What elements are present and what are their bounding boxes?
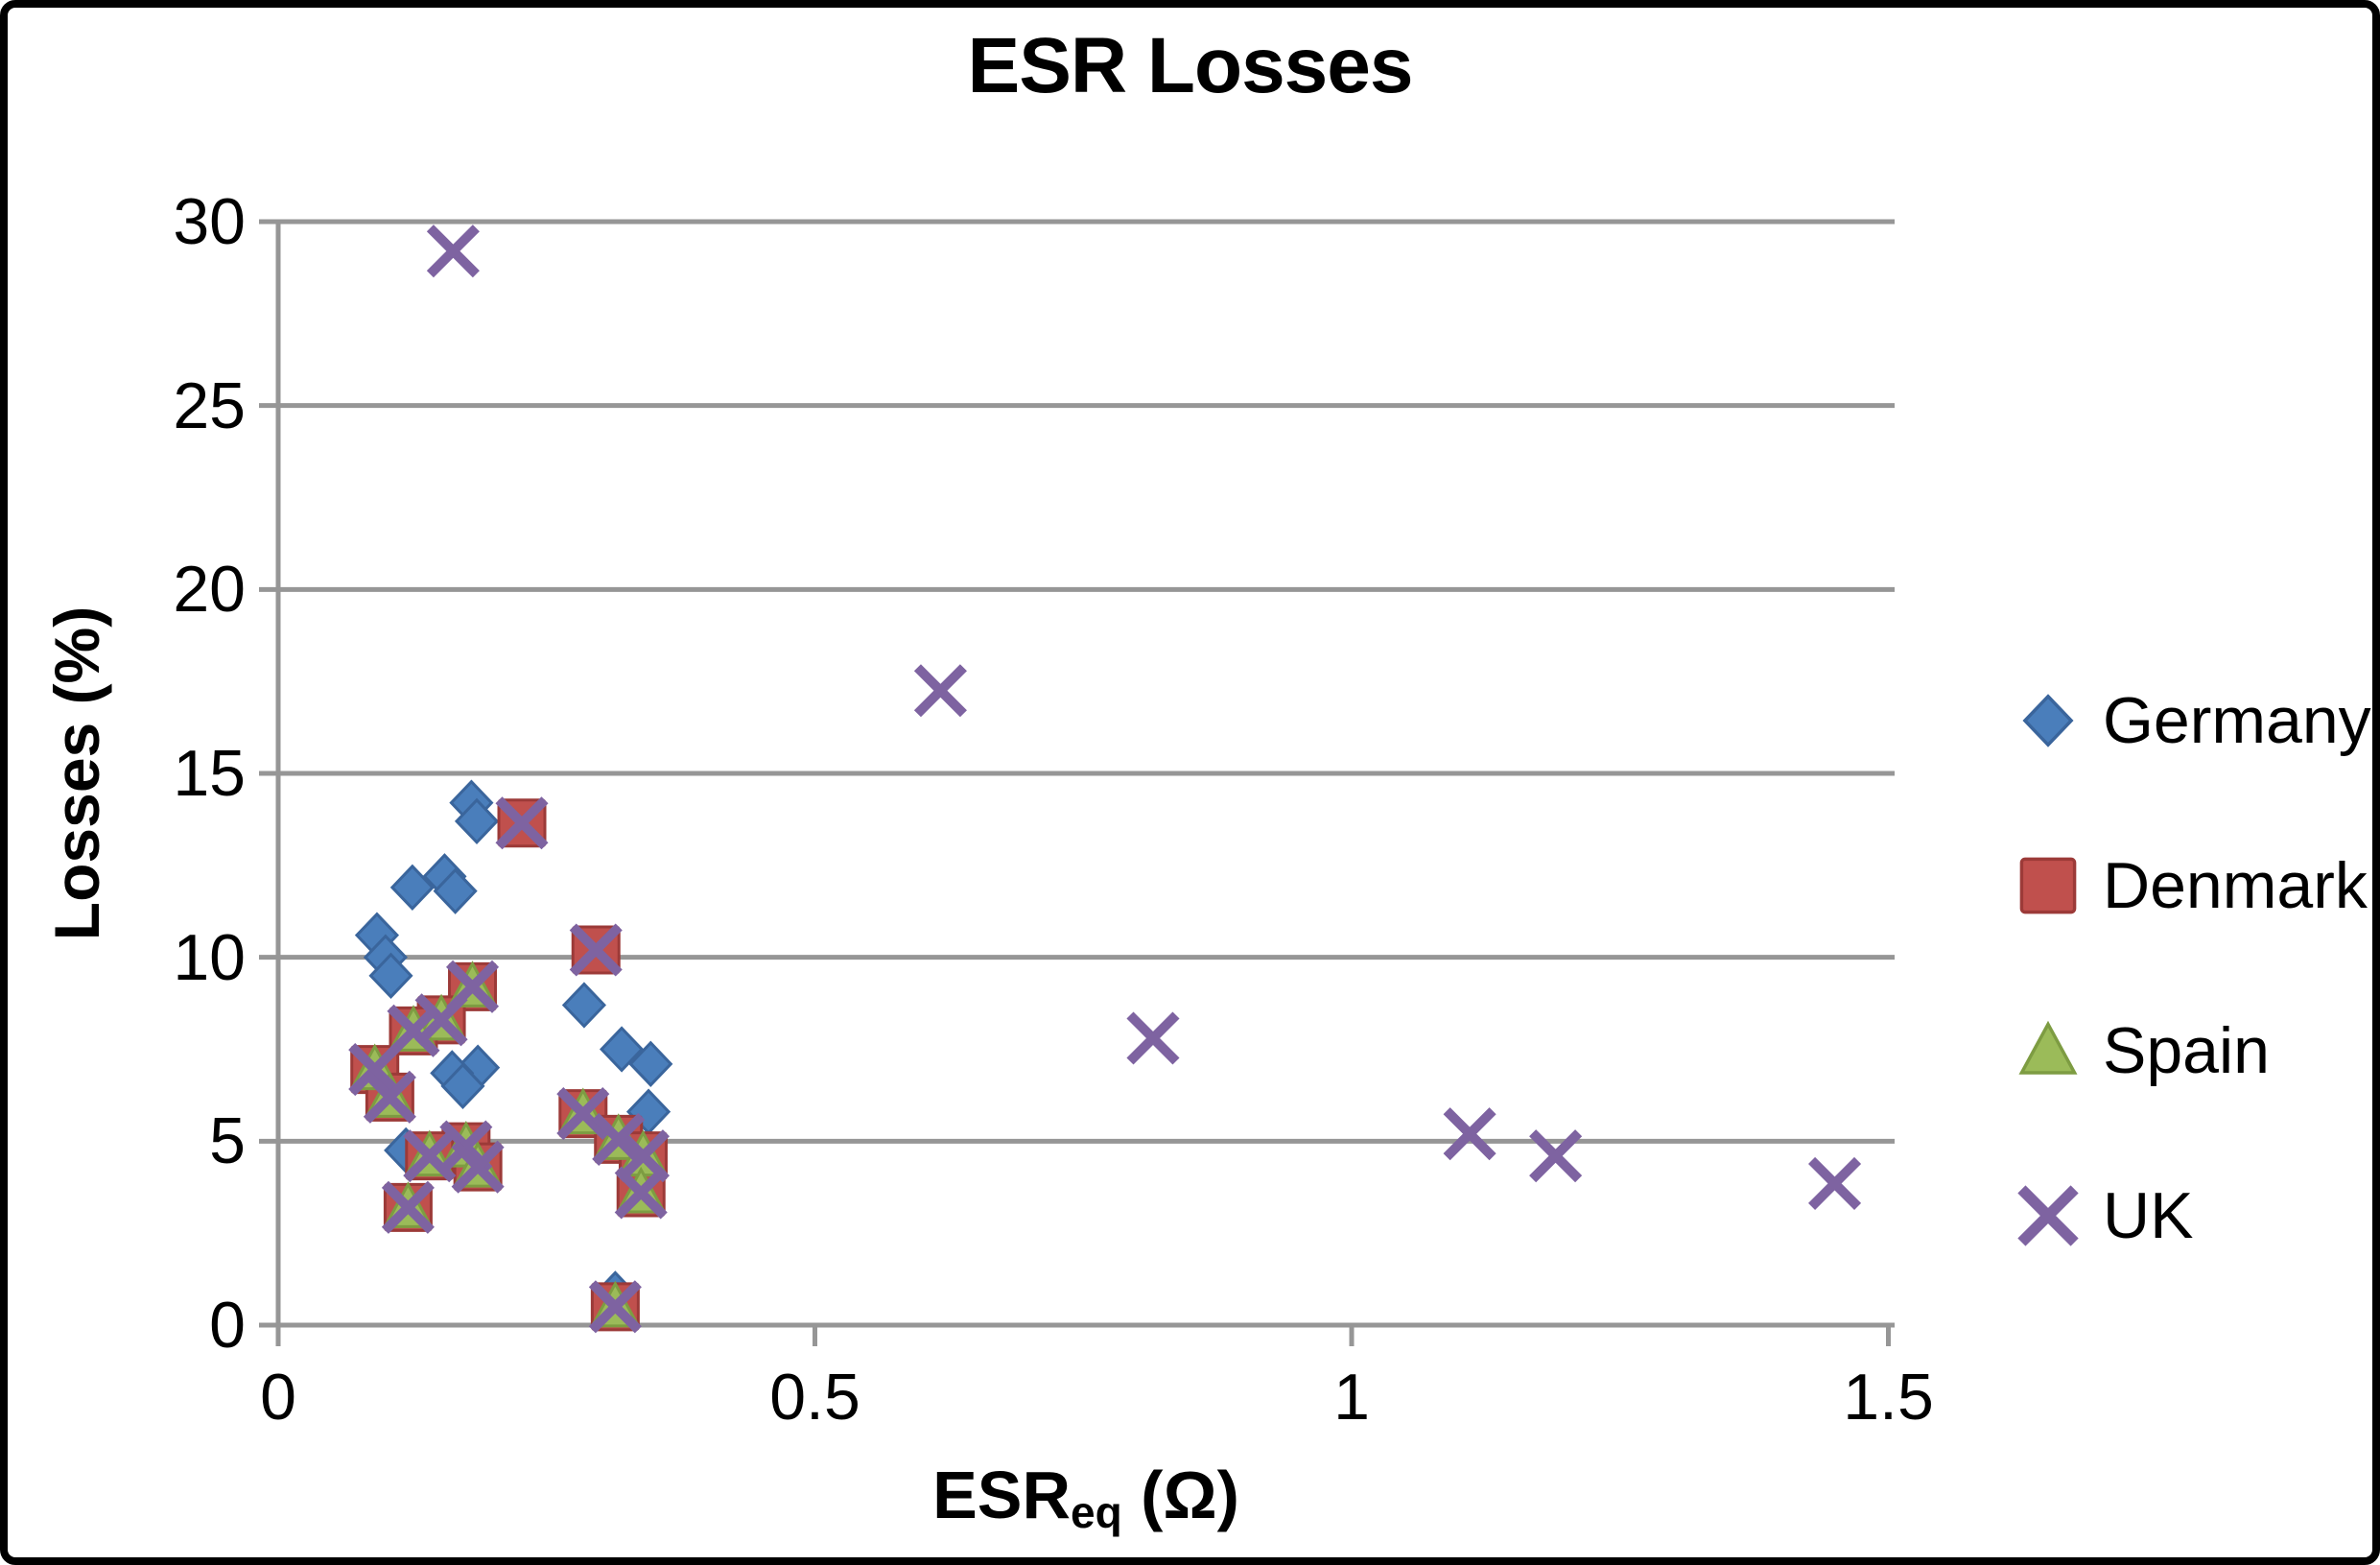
x-axis-label: ESReq (Ω) — [606, 1452, 1566, 1538]
data-point-marker — [1808, 1156, 1862, 1210]
data-point-marker — [387, 1004, 440, 1057]
gridlines — [259, 219, 1895, 1346]
data-point-marker — [2018, 1020, 2078, 1075]
data-point-marker — [2017, 1185, 2079, 1246]
data-point-marker — [433, 867, 478, 914]
x-tick-label: 1.5 — [1843, 1361, 1934, 1434]
x-tick-label: 0 — [260, 1361, 296, 1434]
y-tick-label: 25 — [173, 368, 246, 442]
legend-item-denmark: Denmark — [2015, 844, 2371, 927]
legend-label: UK — [2103, 1179, 2194, 1252]
chart-title: ESR Losses — [967, 22, 1414, 109]
triangle-legend-marker-icon — [2018, 1020, 2078, 1075]
legend-label: Spain — [2103, 1014, 2270, 1087]
data-point-marker — [2019, 857, 2077, 914]
data-point-marker — [2022, 694, 2074, 747]
data-point-marker — [1126, 1011, 1180, 1065]
y-tick-label: 5 — [209, 1104, 246, 1178]
y-tick-label: 10 — [173, 920, 246, 994]
legend: Germany Denmark Spain UK — [2015, 679, 2371, 1340]
y-tick-label: 20 — [173, 553, 246, 627]
data-point-marker — [368, 952, 413, 1000]
data-point-marker — [1529, 1129, 1583, 1183]
y-tick-label: 0 — [209, 1289, 246, 1362]
legend-item-germany: Germany — [2015, 679, 2371, 762]
y-tick-label: 30 — [173, 185, 246, 258]
data-point-marker — [1443, 1107, 1496, 1161]
square-legend-marker-icon — [2019, 857, 2077, 914]
x-tick-label: 0.5 — [769, 1361, 860, 1434]
data-point-marker — [414, 993, 468, 1047]
legend-label: Germany — [2103, 684, 2371, 757]
y-tick-label: 15 — [173, 737, 246, 810]
data-point-marker — [454, 797, 500, 845]
data-point-marker — [600, 1026, 645, 1073]
data-point-marker — [495, 796, 549, 850]
data-point-marker — [614, 1166, 668, 1220]
x-axis-label-subscript: eq — [1071, 1487, 1122, 1537]
data-point-marker — [561, 982, 606, 1029]
data-point-marker — [348, 1043, 402, 1097]
data-point-marker — [363, 1070, 416, 1124]
x-tick-label: 1 — [1333, 1361, 1370, 1434]
data-point-marker — [569, 923, 623, 977]
data-point-marker — [426, 225, 480, 278]
x-legend-marker-icon — [2017, 1185, 2079, 1246]
x-axis-label-unit: (Ω) — [1121, 1458, 1239, 1532]
series-uk — [348, 225, 1862, 1334]
x-axis-label-main: ESR — [932, 1458, 1072, 1532]
series-germany — [354, 779, 673, 1317]
diamond-legend-marker-icon — [2022, 694, 2074, 747]
data-point-marker — [389, 864, 435, 912]
legend-item-spain: Spain — [2015, 1009, 2371, 1092]
legend-item-uk: UK — [2015, 1174, 2371, 1257]
plot-area — [259, 219, 1895, 1346]
data-point-marker — [588, 1280, 642, 1334]
data-point-marker — [451, 1140, 505, 1194]
data-point-marker — [592, 1112, 646, 1166]
data-point-marker — [628, 1040, 673, 1088]
legend-label: Denmark — [2103, 849, 2368, 922]
data-point-marker — [556, 1087, 610, 1141]
data-point-marker — [440, 1062, 485, 1110]
data-point-marker — [403, 1129, 457, 1183]
data-point-marker — [381, 1180, 435, 1234]
data-point-marker — [913, 664, 967, 718]
